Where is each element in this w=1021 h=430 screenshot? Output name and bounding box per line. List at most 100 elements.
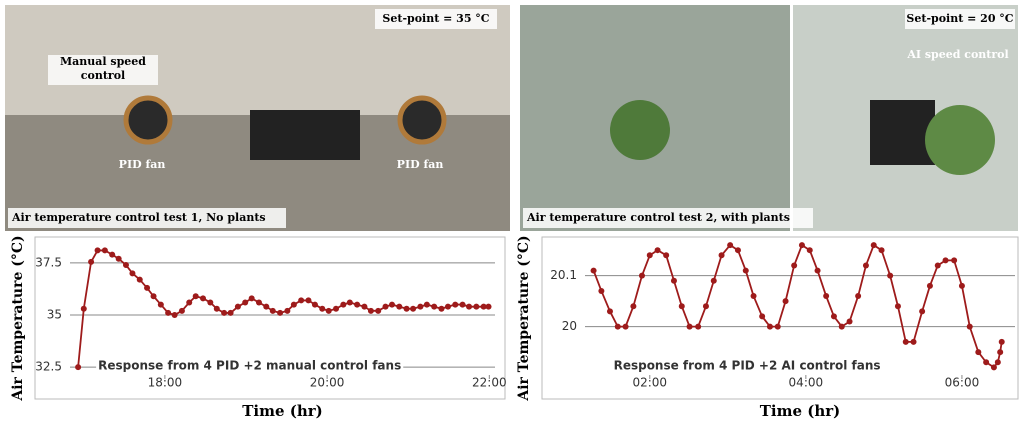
caption: Air temperature control test 1, No plant… (11, 211, 266, 224)
point (967, 324, 973, 330)
point (743, 268, 749, 274)
point (751, 293, 757, 299)
point (951, 257, 957, 263)
photo-fan (126, 98, 170, 142)
point (431, 304, 437, 310)
photo-plant (925, 105, 995, 175)
point (102, 247, 108, 253)
point (151, 293, 157, 299)
point (368, 308, 374, 314)
point (943, 257, 949, 263)
point (598, 288, 604, 294)
point (375, 308, 381, 314)
point (270, 308, 276, 314)
point (473, 304, 479, 310)
point (249, 295, 255, 301)
chart-frame (35, 237, 505, 399)
point (639, 273, 645, 279)
point (607, 308, 613, 314)
point (75, 364, 81, 370)
point (847, 319, 853, 325)
point (263, 304, 269, 310)
x-axis-label: Time (hr) (242, 402, 323, 420)
x-axis-label: Time (hr) (760, 402, 841, 420)
point (799, 242, 805, 248)
point (312, 302, 318, 308)
point (88, 259, 94, 265)
point (671, 278, 677, 284)
point (895, 303, 901, 309)
point (871, 242, 877, 248)
point (228, 310, 234, 316)
x-tick-label: 22:00 (472, 376, 507, 390)
point (615, 324, 621, 330)
point (256, 300, 262, 306)
point (445, 304, 451, 310)
point (719, 252, 725, 258)
point (623, 324, 629, 330)
point (214, 306, 220, 312)
point (235, 304, 241, 310)
point (389, 302, 395, 308)
y-tick-label: 32.5 (35, 360, 62, 374)
point (687, 324, 693, 330)
point (591, 268, 597, 274)
point (807, 247, 813, 253)
point (679, 303, 685, 309)
y-tick-label: 20.1 (550, 268, 577, 282)
point (95, 247, 101, 253)
point (404, 306, 410, 312)
point (452, 302, 458, 308)
point (200, 295, 206, 301)
point (919, 308, 925, 314)
point (903, 339, 909, 345)
point (783, 298, 789, 304)
point (759, 313, 765, 319)
photo-label: AI speed control (906, 48, 1008, 61)
x-tick-label: 04:00 (789, 376, 824, 390)
point (695, 324, 701, 330)
point (735, 247, 741, 253)
point (995, 359, 1001, 365)
caption: Air temperature control test 2, with pla… (526, 211, 790, 224)
point (911, 339, 917, 345)
point (703, 303, 709, 309)
point (81, 306, 87, 312)
figure: Set-point = 35 °C Air temperature contro… (0, 0, 1021, 426)
photo-label: PID fan (119, 158, 166, 171)
point (791, 262, 797, 268)
annotation: Response from 4 PID +2 AI control fans (614, 359, 881, 373)
point (109, 252, 115, 258)
point (186, 300, 192, 306)
point (959, 283, 965, 289)
photo-board (250, 110, 360, 160)
point (116, 256, 122, 262)
photo-label: PID fan (397, 158, 444, 171)
point (823, 293, 829, 299)
y-axis-label: Air Temperature (°C) (10, 235, 26, 401)
point (991, 364, 997, 370)
y-tick-label: 20 (562, 319, 577, 333)
point (383, 304, 389, 310)
y-tick-label: 35 (47, 308, 62, 322)
point (144, 285, 150, 291)
point (863, 262, 869, 268)
point (361, 304, 367, 310)
point (284, 308, 290, 314)
point (855, 293, 861, 299)
point (123, 262, 129, 268)
point (326, 308, 332, 314)
photo-label: Manual speed control (48, 55, 158, 83)
point (193, 293, 199, 299)
point (927, 283, 933, 289)
point (129, 270, 135, 276)
point (424, 302, 430, 308)
point (815, 268, 821, 274)
point (438, 306, 444, 312)
point (775, 324, 781, 330)
photo-plant (610, 100, 670, 160)
point (158, 302, 164, 308)
point (333, 306, 339, 312)
x-tick-label: 02:00 (632, 376, 667, 390)
x-tick-label: 06:00 (945, 376, 980, 390)
